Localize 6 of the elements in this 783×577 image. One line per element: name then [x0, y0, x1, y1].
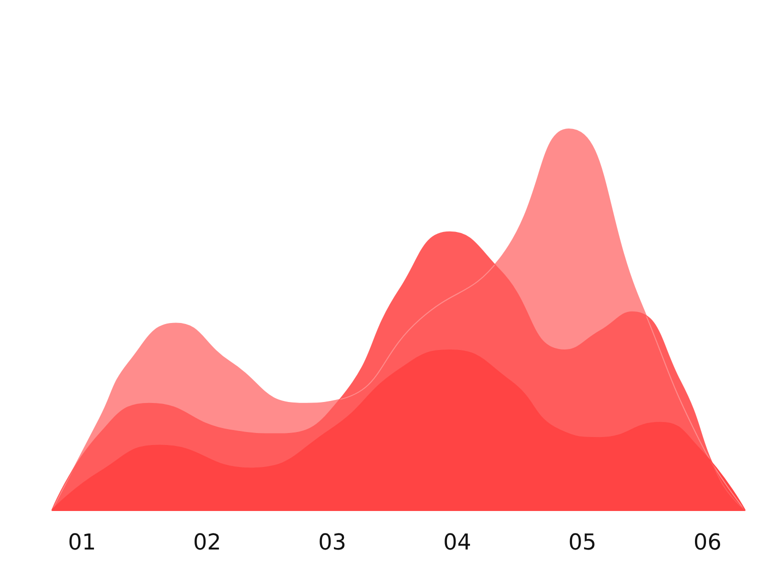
x-tick-label: 05 — [568, 530, 596, 556]
x-tick-label: 06 — [693, 530, 722, 556]
x-tick-label: 02 — [193, 530, 222, 556]
x-tick-label: 04 — [443, 530, 472, 556]
x-tick-label: 01 — [68, 530, 96, 556]
x-tick-label: 03 — [318, 530, 346, 556]
